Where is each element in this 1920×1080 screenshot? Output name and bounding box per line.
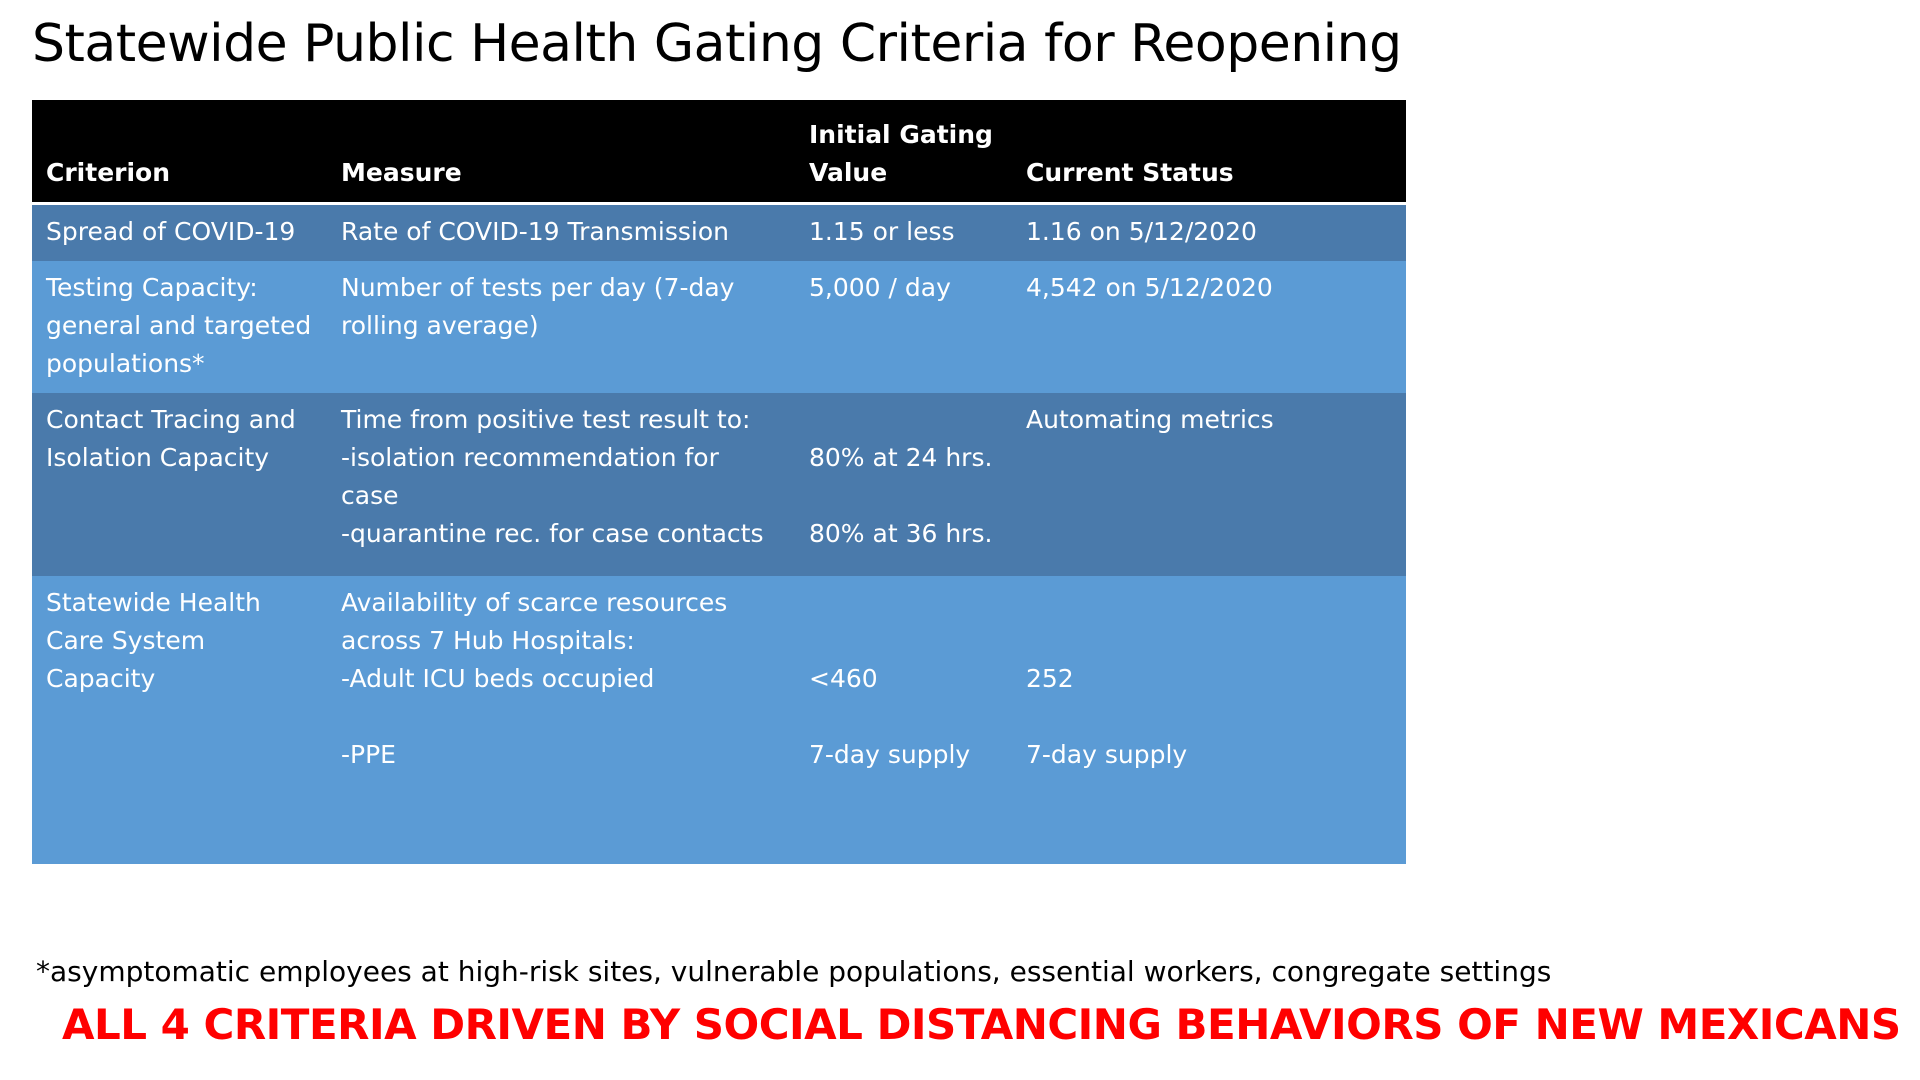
criterion-line: Contact Tracing and xyxy=(46,404,296,434)
criterion-line: general and targeted xyxy=(46,311,312,341)
table-header-row: Criterion Measure Initial Gating Value C… xyxy=(32,100,1406,205)
cell-criterion: Statewide Health Care System Capacity xyxy=(32,575,327,864)
criterion-line: Capacity xyxy=(46,663,156,693)
measure-line: Time from positive test result to: xyxy=(341,404,751,434)
cell-measure: Number of tests per day (7-day rolling a… xyxy=(327,261,795,393)
cell-measure: Rate of COVID-19 Transmission xyxy=(327,203,795,262)
criterion-line: Isolation Capacity xyxy=(46,442,270,472)
header-initial-line1: Initial Gating xyxy=(809,119,993,149)
cell-measure: Time from positive test result to: -isol… xyxy=(327,392,795,576)
cell-current-status: Automating metrics xyxy=(1012,392,1406,576)
gating-criteria-table: Criterion Measure Initial Gating Value C… xyxy=(32,100,1406,864)
measure-line: Number of tests per day (7-day xyxy=(341,273,735,303)
criterion-line: Spread of COVID-19 xyxy=(46,216,296,246)
criterion-line: Statewide Health xyxy=(46,587,261,617)
cell-measure: Availability of scarce resources across … xyxy=(327,575,795,864)
table-row-health-care: Statewide Health Care System Capacity Av… xyxy=(32,575,1406,864)
header-criterion: Criterion xyxy=(32,100,327,205)
measure-line: case xyxy=(341,480,399,510)
table-row-spread: Spread of COVID-19 Rate of COVID-19 Tran… xyxy=(32,203,1406,262)
cell-initial-value: 1.15 or less xyxy=(795,203,1012,262)
header-current-status: Current Status xyxy=(1012,100,1406,205)
cell-criterion: Spread of COVID-19 xyxy=(32,203,327,262)
footnote: *asymptomatic employees at high-risk sit… xyxy=(36,955,1552,988)
social-distancing-banner: ALL 4 CRITERIA DRIVEN BY SOCIAL DISTANCI… xyxy=(62,1000,1901,1049)
status-ppe-value: 7-day supply xyxy=(1026,739,1188,769)
measure-line: Rate of COVID-19 Transmission xyxy=(341,216,730,246)
measure-line: -isolation recommendation for xyxy=(341,442,719,472)
initial-icu-value: <460 xyxy=(809,663,878,693)
initial-quarantine-value: 80% at 36 hrs. xyxy=(809,518,993,548)
table-row-contact-tracing: Contact Tracing and Isolation Capacity T… xyxy=(32,392,1406,576)
cell-current-status: 4,542 on 5/12/2020 xyxy=(1012,261,1406,393)
header-measure: Measure xyxy=(327,100,795,205)
cell-criterion: Contact Tracing and Isolation Capacity xyxy=(32,392,327,576)
cell-initial-value: 80% at 24 hrs. 80% at 36 hrs. xyxy=(795,392,1012,576)
cell-current-status: 252 7-day supply xyxy=(1012,575,1406,864)
cell-current-status: 1.16 on 5/12/2020 xyxy=(1012,203,1406,262)
criterion-line: populations* xyxy=(46,349,205,379)
initial-ppe-value: 7-day supply xyxy=(809,739,971,769)
measure-line: across 7 Hub Hospitals: xyxy=(341,625,635,655)
header-initial-line2: Value xyxy=(809,157,888,187)
measure-line: Availability of scarce resources xyxy=(341,587,728,617)
slide-title: Statewide Public Health Gating Criteria … xyxy=(32,14,1402,74)
criterion-line: Testing Capacity: xyxy=(46,273,258,303)
status-icu-value: 252 xyxy=(1026,663,1074,693)
measure-line: rolling average) xyxy=(341,311,539,341)
cell-initial-value: 5,000 / day xyxy=(795,261,1012,393)
measure-line: -PPE xyxy=(341,739,396,769)
cell-criterion: Testing Capacity: general and targeted p… xyxy=(32,261,327,393)
measure-line: -Adult ICU beds occupied xyxy=(341,663,655,693)
initial-isolation-value: 80% at 24 hrs. xyxy=(809,442,993,472)
measure-line: -quarantine rec. for case contacts xyxy=(341,518,764,548)
criterion-line: Care System xyxy=(46,625,206,655)
table-row-testing: Testing Capacity: general and targeted p… xyxy=(32,261,1406,393)
cell-initial-value: <460 7-day supply xyxy=(795,575,1012,864)
header-initial-gating-value: Initial Gating Value xyxy=(795,100,1012,205)
